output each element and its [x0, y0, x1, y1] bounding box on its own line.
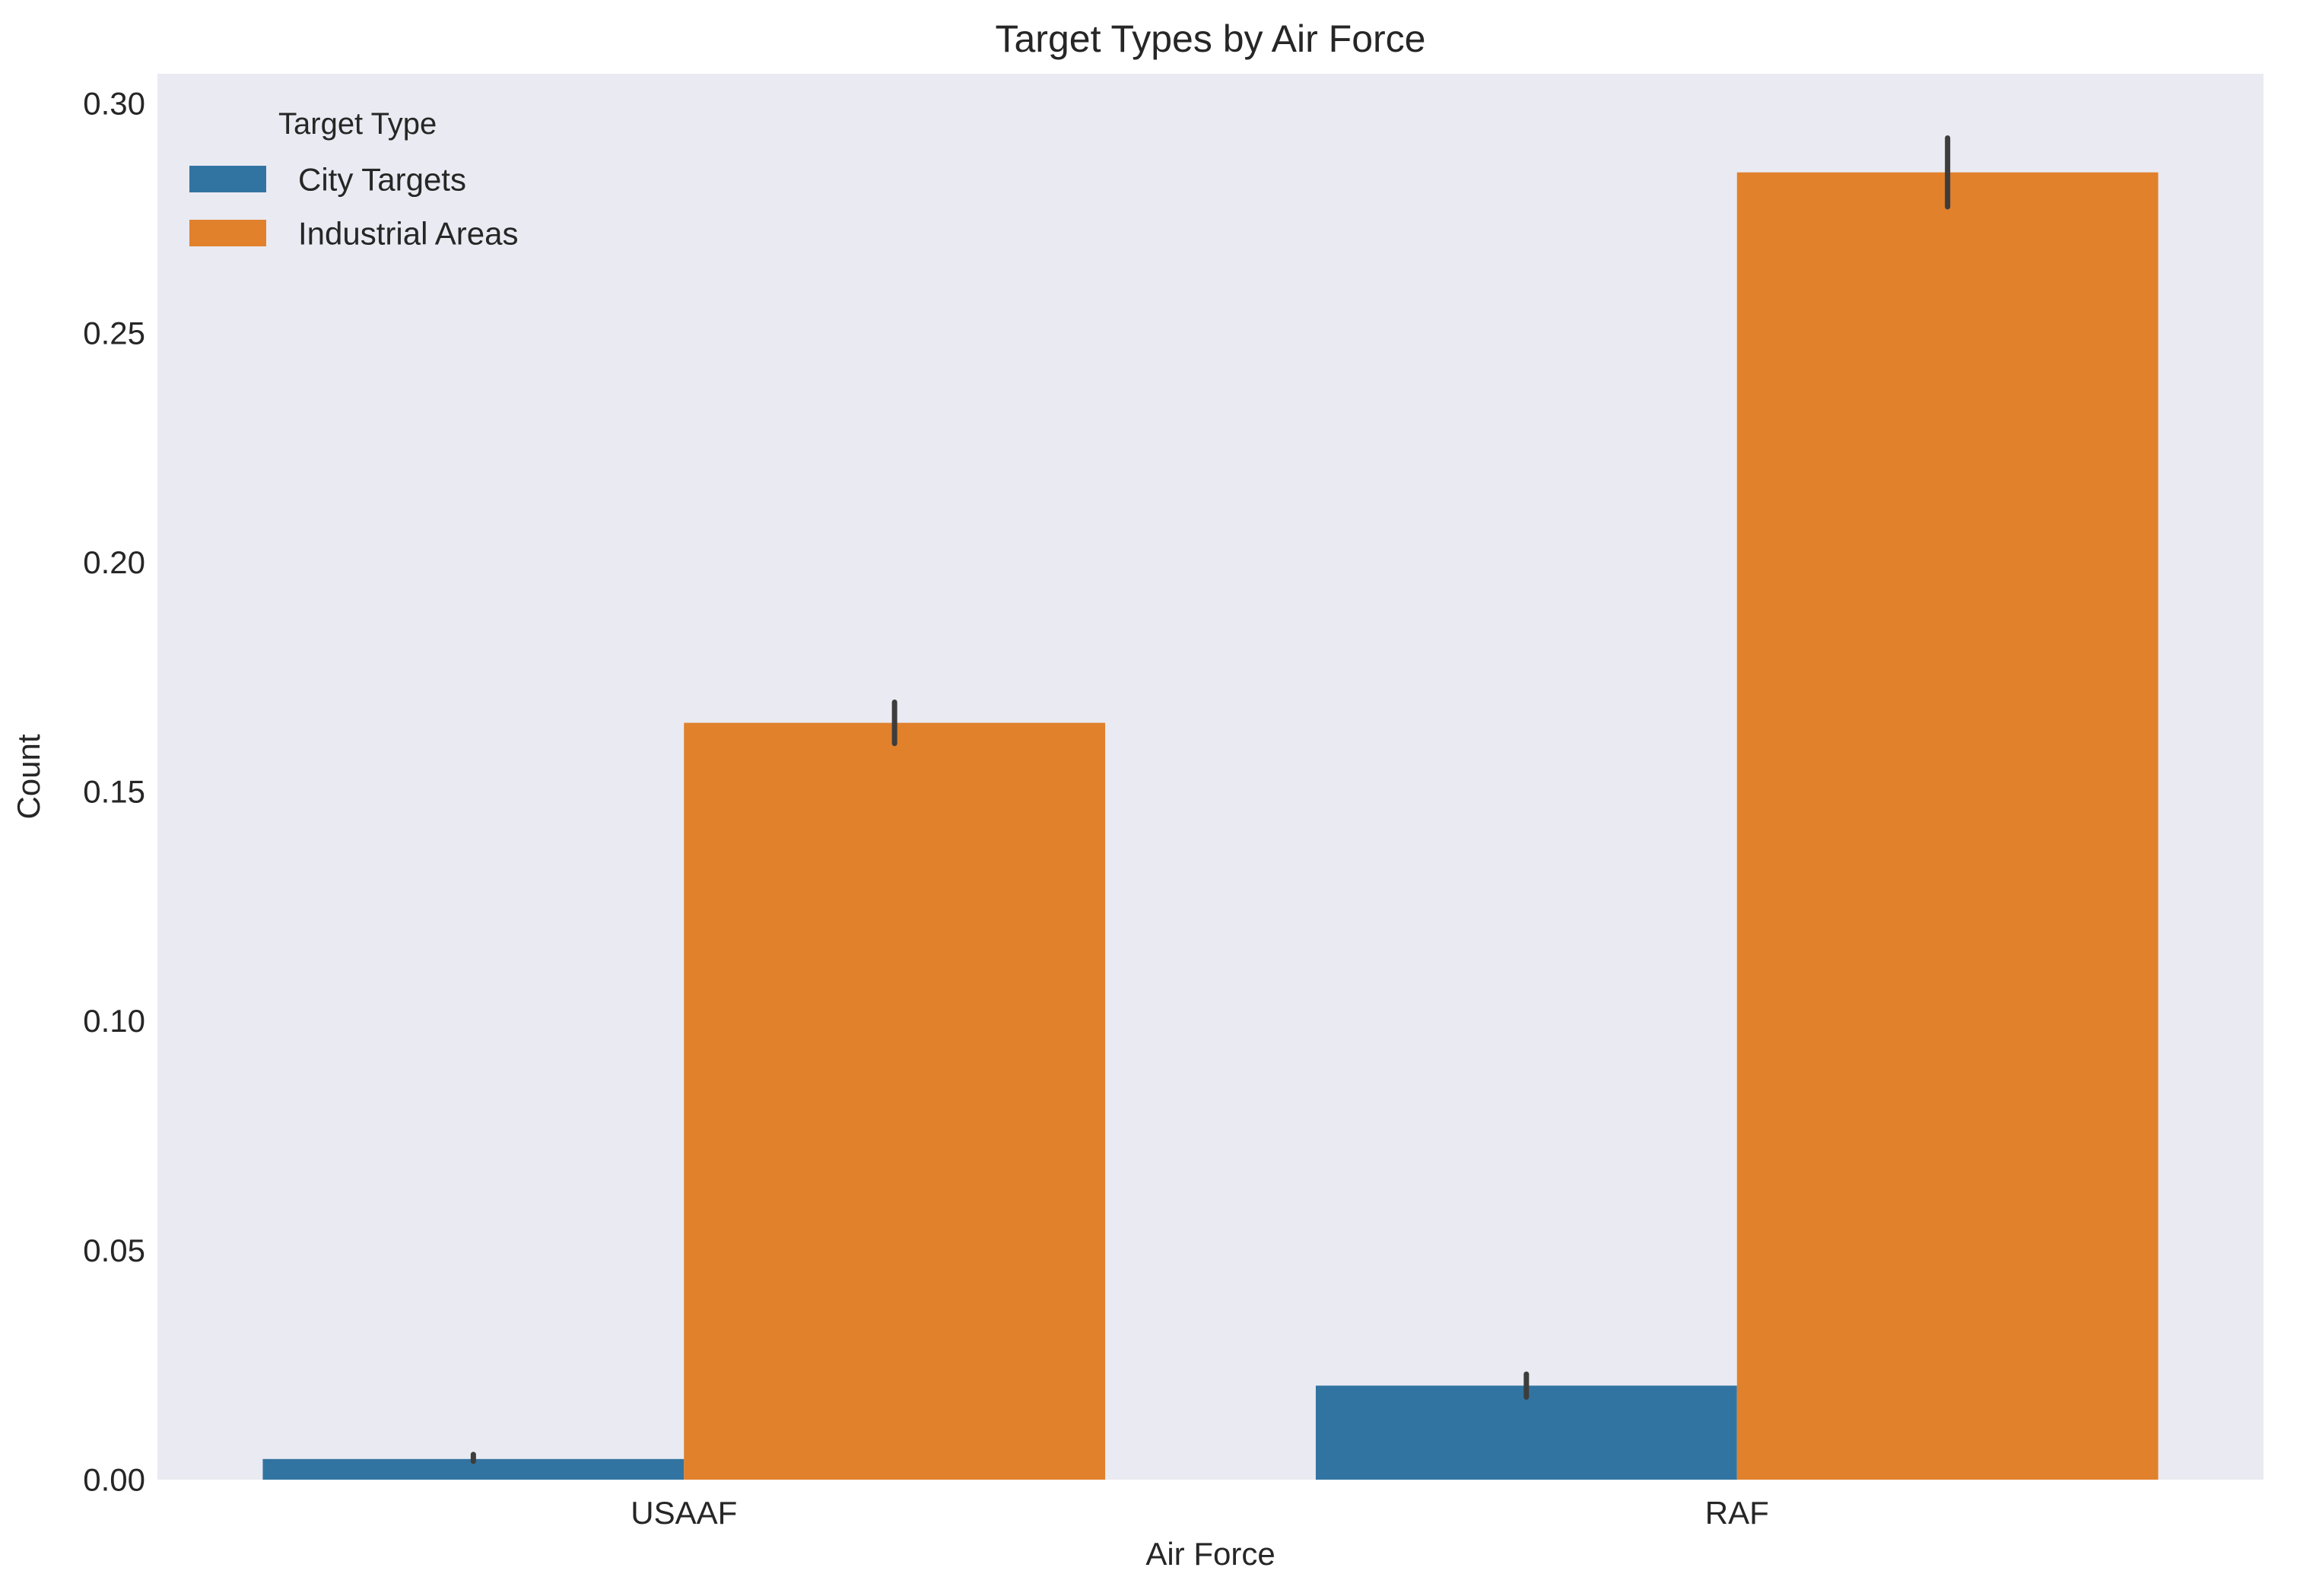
y-tick-label: 0.00	[83, 1462, 145, 1498]
y-axis: 0.00 0.05 0.10 0.15 0.20 0.25 0.30	[83, 86, 145, 1498]
x-axis: USAAF RAF	[631, 1495, 1769, 1531]
bar-city-targets-raf	[1315, 1385, 1737, 1480]
chart-title: Target Types by Air Force	[996, 17, 1426, 60]
y-tick-label: 0.30	[83, 86, 145, 122]
legend-swatch-city-targets	[189, 166, 266, 192]
y-tick-label: 0.10	[83, 1003, 145, 1039]
bars-layer	[262, 172, 2159, 1480]
y-tick-label: 0.20	[83, 544, 145, 580]
y-tick-label: 0.25	[83, 315, 145, 351]
legend-label-industrial-areas: Industrial Areas	[298, 216, 519, 252]
error-bars-layer	[470, 135, 1951, 1464]
y-axis-label: Count	[11, 734, 46, 819]
x-tick-label: USAAF	[631, 1495, 737, 1531]
bar-industrial-areas-raf	[1736, 172, 2159, 1480]
legend-title: Target Type	[278, 107, 437, 141]
y-tick-label: 0.05	[83, 1233, 145, 1268]
legend: Target Type City Targets Industrial Areas	[189, 107, 519, 252]
legend-swatch-industrial-areas	[189, 220, 266, 246]
x-axis-label: Air Force	[1145, 1536, 1275, 1572]
legend-label-city-targets: City Targets	[298, 162, 466, 198]
x-tick-label: RAF	[1705, 1495, 1769, 1531]
bar-industrial-areas-usaaf	[684, 722, 1106, 1480]
y-tick-label: 0.15	[83, 774, 145, 810]
